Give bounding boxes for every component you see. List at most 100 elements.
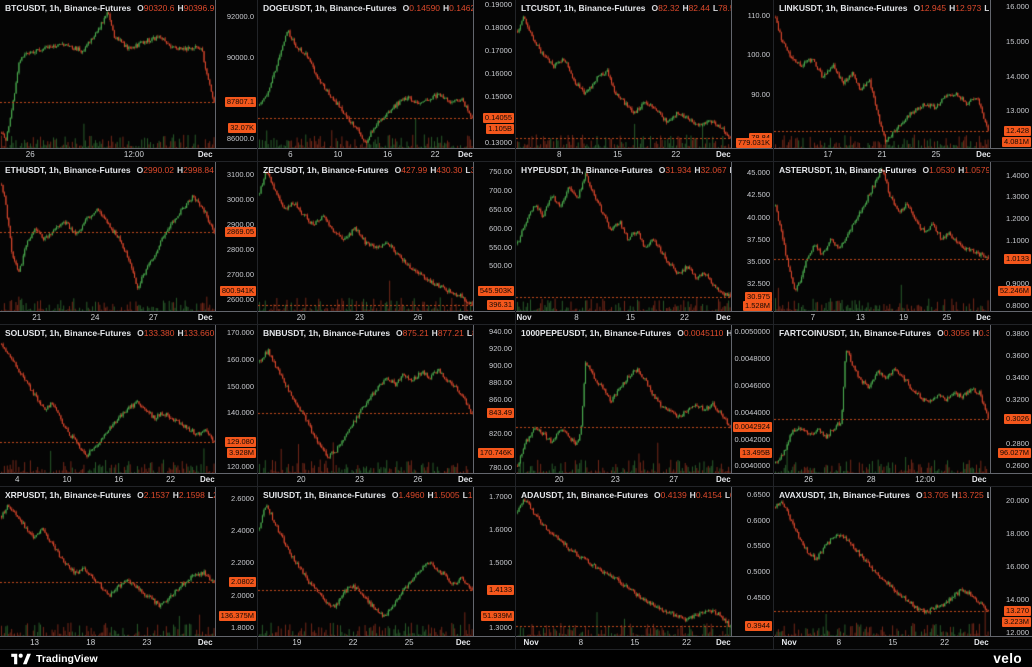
chart-legend[interactable]: HYPEUSDT, 1h, Binance-Futures O31.934 H32.… [521,165,731,175]
candlestick-plot[interactable] [774,487,990,637]
chart-legend[interactable]: XRPUSDT, 1h, Binance-Futures O2.1537 H2.15… [5,490,215,500]
chart-legend[interactable]: DOGEUSDT, 1h, Binance-Futures O0.14590 H0.… [263,3,473,13]
time-axis[interactable]: 26 12:00 Dec [0,148,257,161]
chart-panel-dogeusdt[interactable]: DOGEUSDT, 1h, Binance-Futures O0.14590 H0.… [258,0,516,162]
candlestick-plot[interactable] [0,487,216,637]
time-axis[interactable]: 4 10 16 22 Dec [0,473,257,486]
candlestick-plot[interactable] [516,325,732,474]
time-axis[interactable]: 19 22 25 Dec [258,636,515,649]
time-axis[interactable]: Nov 8 15 22 Dec [516,311,773,324]
candlestick-plot[interactable] [774,0,990,149]
price-axis[interactable]: 110.00 100.00 90.00 78.84779.031K [731,0,773,149]
velo-logo[interactable]: velo [993,651,1022,666]
price-axis[interactable]: 170.000 160.000 150.000 140.000 120.000 129.0… [215,325,257,474]
ohlc-value: 0.4154 [695,490,722,500]
chart-panel-linkusdt[interactable]: LINKUSDT, 1h, Binance-Futures O12.945 H12.… [774,0,1032,162]
chart-legend[interactable]: SUIUSDT, 1h, Binance-Futures O1.4960 H1.50… [263,490,473,500]
time-axis[interactable]: 7 13 19 25 Dec [774,311,1032,324]
price-axis[interactable]: 16.000 15.000 14.000 13.000 12.428 4.081M [990,0,1032,149]
time-label: Dec [455,638,471,647]
candlestick-plot[interactable] [516,162,732,312]
chart-panel-ethusdt[interactable]: ETHUSDT, 1h, Binance-Futures O2990.02 H299… [0,162,258,325]
chart-legend[interactable]: ADAUSDT, 1h, Binance-Futures O0.4139 H0.41… [521,490,731,500]
time-axis[interactable]: 17 21 25 Dec [774,148,1032,161]
time-axis[interactable]: 21 24 27 Dec [0,311,257,324]
price-axis[interactable]: 45.000 42.500 40.000 37.500 35.000 32.500 30.9… [731,162,773,312]
time-axis[interactable]: 26 28 12:00 Dec [774,473,1032,486]
price-axis[interactable]: 92000.0 90000.0 86000.0 87807.1 32.07K [215,0,257,149]
time-label: 23 [142,638,152,647]
chart-panel-hypeusdt[interactable]: HYPEUSDT, 1h, Binance-Futures O31.934 H32.… [516,162,774,325]
time-axis[interactable]: 20 23 26 Dec [258,311,515,324]
chart-legend[interactable]: SOLUSDT, 1h, Binance-Futures O133.380 H133… [5,328,215,338]
price-axis[interactable]: 0.0050000 0.0048000 0.0046000 0.0044000 0.00… [731,325,773,474]
chart-legend[interactable]: 1000PEPEUSDT, 1h, Binance-Futures O0.0045… [521,328,731,338]
price-axis[interactable]: 0.6500 0.6000 0.5500 0.5000 0.4500 0.3944 [731,487,773,637]
candlestick-plot[interactable] [516,0,732,149]
price-label: 2900.00 [226,220,254,229]
chart-panel-fartcoinusdt[interactable]: FARTCOINUSDT, 1h, Binance-Futures O0.3056… [774,325,1032,487]
price-label: 0.6000 [747,515,770,525]
chart-legend[interactable]: FARTCOINUSDT, 1h, Binance-Futures O0.3056… [779,328,989,338]
candlestick-plot[interactable] [0,0,216,149]
time-axis[interactable]: Nov 8 15 22 Dec [516,636,773,649]
chart-grid: BTCUSDT, 1h, Binance-Futures O90320.6 H903… [0,0,1032,650]
candlestick-plot[interactable] [258,487,474,637]
chart-panel-suiusdt[interactable]: SUIUSDT, 1h, Binance-Futures O1.4960 H1.50… [258,487,516,650]
ohlc-value: 0.14590 [409,3,441,13]
candlestick-plot[interactable] [258,0,474,149]
price-axis[interactable]: 0.19000 0.18000 0.17000 0.16000 0.15000 0.130… [473,0,515,149]
ohlc-key: H [689,490,696,500]
chart-panel-avaxusdt[interactable]: AVAXUSDT, 1h, Binance-Futures O13.705 H13.… [774,487,1032,650]
chart-panel-solusdt[interactable]: SOLUSDT, 1h, Binance-Futures O133.380 H133… [0,325,258,487]
chart-panel-xrpusdt[interactable]: XRPUSDT, 1h, Binance-Futures O2.1537 H2.15… [0,487,258,650]
chart-legend[interactable]: ASTERUSDT, 1h, Binance-Futures O1.0530 H1.… [779,165,989,175]
chart-panel-adausdt[interactable]: ADAUSDT, 1h, Binance-Futures O0.4139 H0.41… [516,487,774,650]
chart-legend[interactable]: AVAXUSDT, 1h, Binance-Futures O13.705 H13.… [779,490,989,500]
price-label: 3000.00 [226,195,254,204]
candlestick-plot[interactable] [774,162,990,312]
chart-panel-btcusdt[interactable]: BTCUSDT, 1h, Binance-Futures O90320.6 H903… [0,0,258,162]
price-axis[interactable]: 1.7000 1.6000 1.5000 1.3000 1.4133 51.939M [473,487,515,637]
price-axis[interactable]: 0.3800 0.3600 0.3400 0.3200 0.2800 0.2600 0.30… [990,325,1032,474]
candlestick-plot[interactable] [258,162,474,312]
time-axis[interactable]: 13 18 23 Dec [0,636,257,649]
candlestick-plot[interactable] [0,325,216,474]
time-axis[interactable]: 6 10 16 22 Dec [258,148,515,161]
time-axis[interactable]: Nov 8 15 22 Dec [774,636,1032,649]
candlestick-plot[interactable] [258,325,474,474]
time-axis[interactable]: 8 15 22 Dec [516,148,773,161]
chart-legend[interactable]: BNBUSDT, 1h, Binance-Futures O875.21 H877.… [263,328,473,338]
candlestick-plot[interactable] [0,162,216,312]
chart-panel-ltcusdt[interactable]: LTCUSDT, 1h, Binance-Futures O82.32 H82.44… [516,0,774,162]
time-axis[interactable]: 20 23 27 Dec [516,473,773,486]
price-label: 0.3200 [1006,395,1029,404]
time-label: 17 [823,150,833,159]
price-axis[interactable]: 940.00 920.00 900.00 880.00 860.00 820.00 780.… [473,325,515,474]
price-axis[interactable]: 3100.00 3000.00 2900.00 2800.00 2700.00 2600.… [215,162,257,312]
ohlc-key: L [712,3,719,13]
chart-panel-1000pepeusdt[interactable]: 1000PEPEUSDT, 1h, Binance-Futures O0.0045… [516,325,774,487]
candlestick-plot[interactable] [516,487,732,637]
chart-legend[interactable]: ZECUSDT, 1h, Binance-Futures O427.99 H430.… [263,165,473,175]
last-price-badge: 30.975 [745,292,772,303]
time-axis[interactable]: 20 23 26 Dec [258,473,515,486]
price-label: 150.000 [226,381,254,391]
chart-legend[interactable]: BTCUSDT, 1h, Binance-Futures O90320.6 H903… [5,3,215,13]
chart-legend[interactable]: LINKUSDT, 1h, Binance-Futures O12.945 H12.… [779,3,989,13]
chart-panel-zecusdt[interactable]: ZECUSDT, 1h, Binance-Futures O427.99 H430.… [258,162,516,325]
price-axis[interactable]: 1.4000 1.3000 1.2000 1.1000 0.9000 0.8000 1.01… [990,162,1032,312]
chart-panel-bnbusdt[interactable]: BNBUSDT, 1h, Binance-Futures O875.21 H877.… [258,325,516,487]
chart-legend[interactable]: ETHUSDT, 1h, Binance-Futures O2990.02 H299… [5,165,215,175]
ohlc-key: H [177,328,184,338]
price-axis[interactable]: 2.6000 2.4000 2.2000 2.0000 1.8000 2.0802 136.… [215,487,257,637]
chart-title: ETHUSDT, 1h, Binance-Futures [5,165,131,175]
price-axis[interactable]: 750.00 700.00 650.00 600.00 550.00 500.00 396.… [473,162,515,312]
chart-legend[interactable]: LTCUSDT, 1h, Binance-Futures O82.32 H82.44… [521,3,731,13]
price-axis[interactable]: 20.000 18.000 16.000 14.000 12.000 13.270 3.22… [990,487,1032,637]
time-label: 22 [430,150,440,159]
chart-panel-asterusdt[interactable]: ASTERUSDT, 1h, Binance-Futures O1.0530 H1.… [774,162,1032,325]
tradingview-logo[interactable]: TradingView [10,653,98,665]
candlestick-plot[interactable] [774,325,990,474]
ohlc-value: 0.14629 [449,3,473,13]
